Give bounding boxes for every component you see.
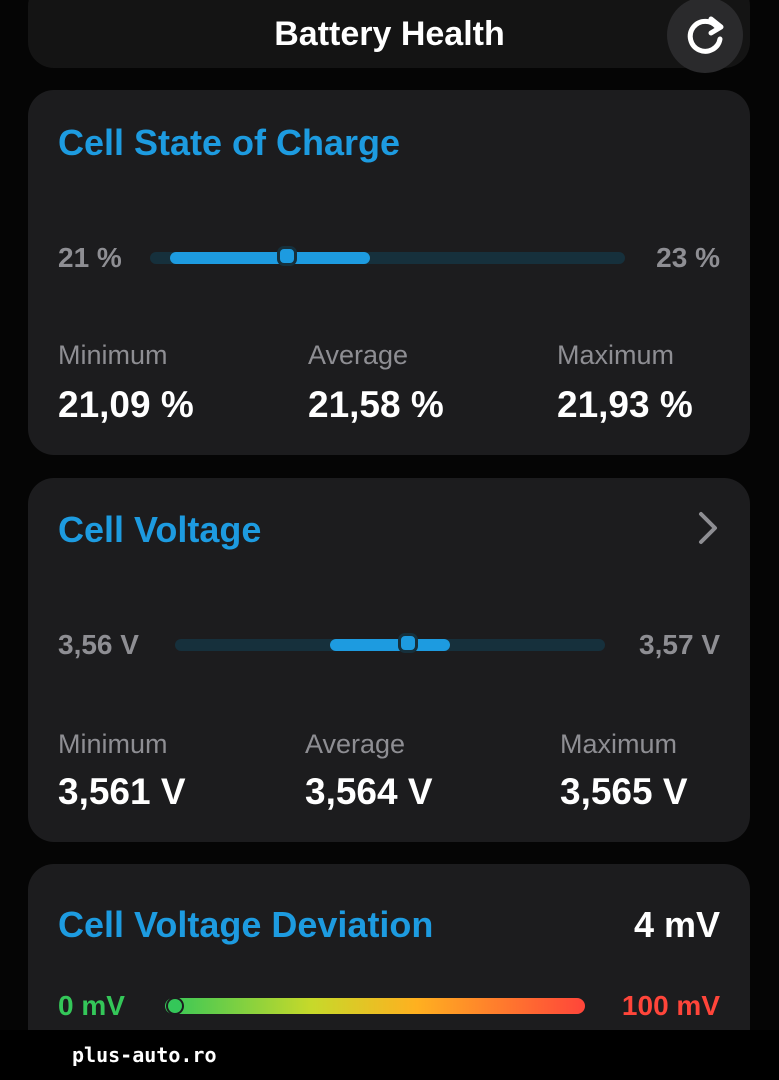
watermark: plus-auto.ro — [72, 1043, 217, 1067]
range-min: 3,56 V — [58, 629, 139, 660]
range-fill — [170, 252, 370, 264]
watermark-bar — [0, 1030, 779, 1080]
deviation-dot — [166, 997, 184, 1015]
stat-label: Average — [305, 729, 406, 759]
range-fill — [330, 639, 450, 651]
page-title: Battery Health — [274, 15, 505, 53]
stat-value: 3,564 V — [305, 771, 433, 812]
average-dot — [277, 246, 297, 266]
stat-value: 3,561 V — [58, 771, 186, 812]
refresh-button[interactable] — [667, 0, 743, 73]
card-title: Cell Voltage Deviation — [58, 904, 434, 945]
stat-value: 3,565 V — [560, 771, 688, 812]
hidden-card — [28, 0, 750, 68]
chevron — [699, 512, 717, 544]
stat-label: Maximum — [557, 340, 675, 370]
card-title: Cell State of Charge — [58, 122, 401, 163]
stat-value: 21,58 % — [308, 384, 444, 425]
range-min: 21 % — [58, 242, 122, 273]
stat-label: Minimum — [58, 729, 168, 759]
voltage-card[interactable]: Cell Voltage 3,56 V 3,57 V Minimum 3,561… — [28, 478, 750, 842]
stat-value: 21,09 % — [58, 384, 194, 425]
average-dot — [398, 633, 418, 653]
card-title: Cell Voltage — [58, 509, 262, 550]
stat-label: Minimum — [58, 340, 168, 370]
range-min: 0 mV — [58, 990, 125, 1021]
soc-card: Cell State of Charge 21 % 23 % Minimum 2… — [28, 90, 750, 455]
deviation-value: 4 mV — [633, 904, 720, 945]
range-max: 3,57 V — [639, 629, 720, 660]
range-max: 100 mV — [621, 990, 720, 1021]
stat-value: 21,93 % — [557, 384, 693, 425]
stat-label: Maximum — [560, 729, 678, 759]
stat-label: Average — [308, 340, 409, 370]
gradient-bar — [165, 998, 585, 1014]
range-max: 23 % — [656, 242, 720, 273]
refresh-icon — [687, 16, 724, 54]
